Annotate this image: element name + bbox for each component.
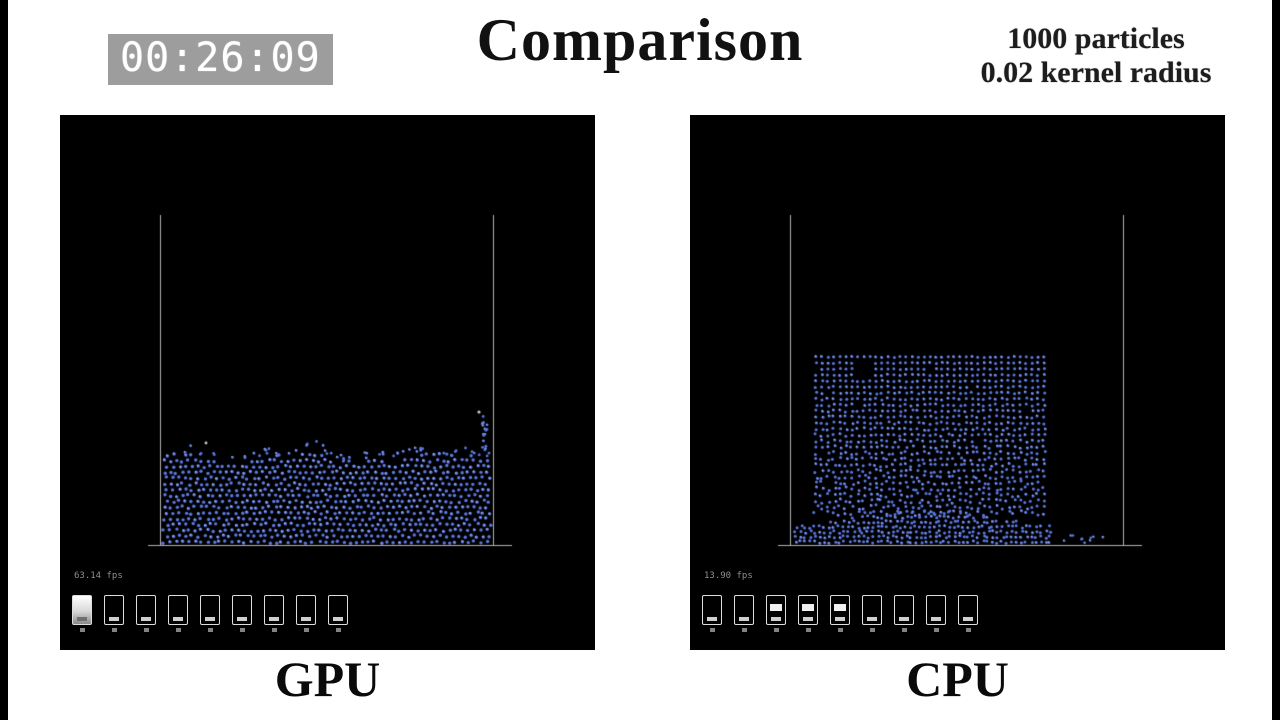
cpu-fps-counter: 13.90 fps (704, 571, 753, 581)
toolbar-button[interactable] (72, 595, 92, 625)
cpu-label: CPU (906, 651, 1009, 707)
cpu-simulation-view (690, 115, 1225, 650)
particle-count-text: 1000 particles (1007, 22, 1185, 55)
toolbar-button[interactable] (798, 595, 818, 625)
gpu-panel: 63.14 fps (60, 115, 595, 650)
toolbar-button[interactable] (702, 595, 722, 625)
page-title: Comparison (476, 7, 804, 73)
toolbar-button[interactable] (830, 595, 850, 625)
button-glyph-mark (741, 628, 747, 632)
button-glyph-mark (239, 628, 245, 632)
toolbar-button[interactable] (734, 595, 754, 625)
cpu-toolbar (702, 595, 978, 632)
toolbar-button[interactable] (328, 595, 348, 625)
button-glyph-mark (869, 628, 875, 632)
button-glyph-mark (901, 628, 907, 632)
button-glyph-mark (709, 628, 715, 632)
button-glyph-mark (805, 628, 811, 632)
right-edge-bar (1272, 0, 1280, 720)
timer-display: 00:26:09 (108, 34, 333, 85)
toolbar-button[interactable] (200, 595, 220, 625)
button-glyph-mark (175, 628, 181, 632)
gpu-toolbar (72, 595, 348, 632)
left-edge-bar (0, 0, 8, 720)
button-glyph-mark (271, 628, 277, 632)
toolbar-button[interactable] (232, 595, 252, 625)
kernel-radius-text: 0.02 kernel radius (980, 56, 1212, 89)
toolbar-button[interactable] (136, 595, 156, 625)
button-glyph-mark (837, 628, 843, 632)
button-glyph-mark (207, 628, 213, 632)
toolbar-button[interactable] (958, 595, 978, 625)
button-glyph-mark (335, 628, 341, 632)
toolbar-button[interactable] (766, 595, 786, 625)
gpu-simulation-view (60, 115, 595, 650)
toolbar-button[interactable] (168, 595, 188, 625)
toolbar-button[interactable] (862, 595, 882, 625)
toolbar-button[interactable] (264, 595, 284, 625)
button-glyph-mark (933, 628, 939, 632)
button-glyph-mark (79, 628, 85, 632)
button-glyph-mark (111, 628, 117, 632)
toolbar-button[interactable] (894, 595, 914, 625)
toolbar-button[interactable] (296, 595, 316, 625)
button-glyph-mark (143, 628, 149, 632)
button-glyph-mark (965, 628, 971, 632)
toolbar-button[interactable] (104, 595, 124, 625)
button-glyph-mark (303, 628, 309, 632)
cpu-panel: 13.90 fps (690, 115, 1225, 650)
gpu-fps-counter: 63.14 fps (74, 571, 123, 581)
simulation-info: 1000 particles 0.02 kernel radius (926, 22, 1266, 90)
gpu-label: GPU (274, 651, 381, 707)
toolbar-button[interactable] (926, 595, 946, 625)
button-glyph-mark (773, 628, 779, 632)
